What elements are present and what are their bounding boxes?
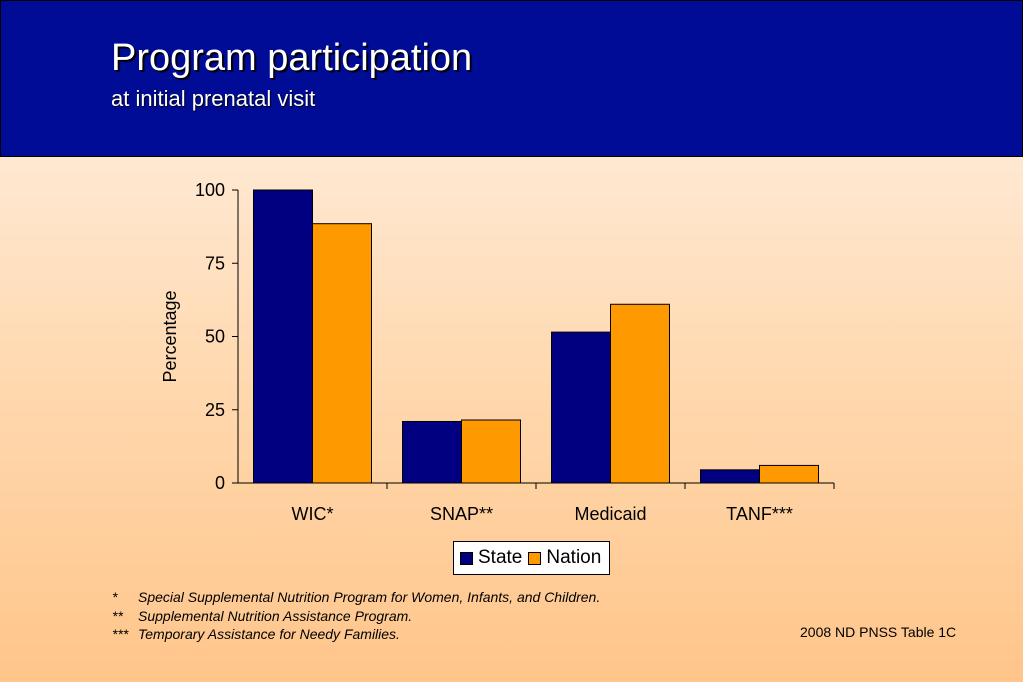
bar-nation-0 xyxy=(312,223,372,484)
footnote-row: * Special Supplemental Nutrition Program… xyxy=(112,588,600,607)
y-tick-label: 100 xyxy=(195,180,225,200)
footnote-mark: * xyxy=(112,589,118,605)
footnote-mark: *** xyxy=(112,626,129,642)
footnote-row: *** Temporary Assistance for Needy Famil… xyxy=(112,625,600,644)
slide-title: Program participation xyxy=(111,37,473,79)
x-tick-label: WIC* xyxy=(292,504,334,524)
y-tick-label: 0 xyxy=(215,473,225,493)
x-tick-label: SNAP** xyxy=(430,504,493,524)
footnote-mark: ** xyxy=(112,607,123,624)
bar-state-0 xyxy=(253,189,313,484)
legend-label-state: State xyxy=(478,547,523,568)
legend-item-state: State xyxy=(460,547,522,569)
bar-nation-1 xyxy=(461,419,521,484)
bar-nation-2 xyxy=(610,303,670,484)
bar-nation-3 xyxy=(759,464,819,484)
y-tick-label: 25 xyxy=(205,400,225,420)
footnote-text: Special Supplemental Nutrition Program f… xyxy=(138,589,601,605)
source-note: 2008 ND PNSS Table 1C xyxy=(800,624,957,640)
bar-state-3 xyxy=(700,469,760,484)
x-tick-label: TANF*** xyxy=(726,504,793,524)
legend-item-nation: Nation xyxy=(528,547,601,569)
legend-swatch-state xyxy=(460,551,473,565)
y-tick-label: 50 xyxy=(205,327,225,347)
footnote-row: ** Supplemental Nutrition Assistance Pro… xyxy=(112,607,600,626)
y-tick-label: 75 xyxy=(205,253,225,273)
slide-header: Program participation at initial prenata… xyxy=(0,0,1023,157)
footnote-text: Supplemental Nutrition Assistance Progra… xyxy=(138,607,413,624)
footnotes: * Special Supplemental Nutrition Program… xyxy=(112,588,600,644)
y-axis-label: Percentage xyxy=(160,290,180,382)
footnote-text: Temporary Assistance for Needy Families. xyxy=(138,626,400,642)
x-tick-label: Medicaid xyxy=(574,504,646,524)
bar-chart: WIC* SNAP** Medicaid TANF*** 0 25 50 75 100 Perce… xyxy=(160,180,835,524)
chart-legend: State Nation xyxy=(453,541,611,575)
slide-subtitle: at initial prenatal visit xyxy=(111,86,316,111)
bar-state-1 xyxy=(402,420,462,484)
bar-state-2 xyxy=(551,331,611,484)
legend-label-nation: Nation xyxy=(546,547,602,568)
legend-swatch-nation xyxy=(528,551,542,565)
